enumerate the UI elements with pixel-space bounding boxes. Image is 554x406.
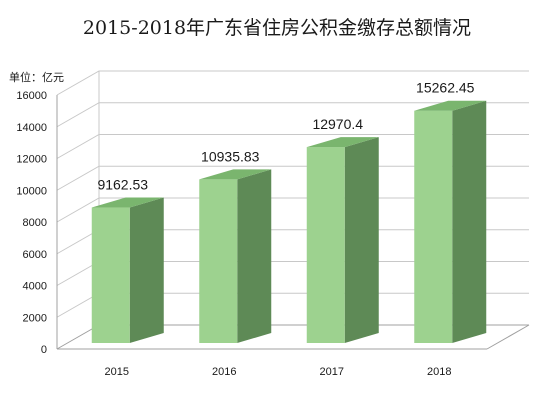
bar-front bbox=[307, 147, 345, 343]
data-label: 10935.83 bbox=[201, 148, 260, 164]
bar-front bbox=[199, 179, 237, 343]
y-tick-label: 2000 bbox=[23, 312, 47, 324]
y-tick-labels: 0 2000 4000 6000 8000 10000 12000 14000 16000 bbox=[16, 90, 47, 356]
y-tick-label: 4000 bbox=[23, 281, 47, 293]
bar-side bbox=[345, 137, 379, 343]
y-tick-label: 6000 bbox=[23, 249, 47, 261]
data-label: 12970.4 bbox=[312, 116, 363, 132]
bar-side bbox=[130, 198, 164, 343]
category-labels: 2015 2016 2017 2018 bbox=[105, 366, 452, 378]
bar-2016 bbox=[199, 169, 271, 343]
bar-2015 bbox=[92, 198, 164, 343]
y-tick-label: 0 bbox=[41, 344, 47, 356]
bar-front bbox=[414, 111, 452, 343]
y-tick-label: 14000 bbox=[16, 122, 47, 134]
chart-title: 2015-2018年广东省住房公积金缴存总额情况 bbox=[83, 17, 471, 39]
x-tick-label: 2018 bbox=[427, 366, 451, 378]
data-label: 9162.53 bbox=[97, 177, 148, 193]
bar-front bbox=[92, 208, 130, 343]
x-tick-label: 2017 bbox=[320, 366, 344, 378]
x-tick-label: 2016 bbox=[212, 366, 236, 378]
bar-2017 bbox=[307, 137, 379, 343]
bar-2018 bbox=[414, 101, 486, 343]
y-tick-label: 16000 bbox=[16, 90, 47, 102]
bar-side bbox=[452, 101, 486, 343]
bars bbox=[92, 101, 487, 343]
unit-label: 单位：亿元 bbox=[9, 70, 64, 84]
x-tick-label: 2015 bbox=[105, 366, 129, 378]
floor-right-edge bbox=[487, 325, 529, 349]
y-tick-label: 8000 bbox=[23, 217, 47, 229]
data-label: 15262.45 bbox=[416, 80, 475, 96]
bar-side bbox=[237, 169, 271, 343]
y-tick-label: 12000 bbox=[16, 154, 47, 166]
y-tick-label: 10000 bbox=[16, 185, 47, 197]
